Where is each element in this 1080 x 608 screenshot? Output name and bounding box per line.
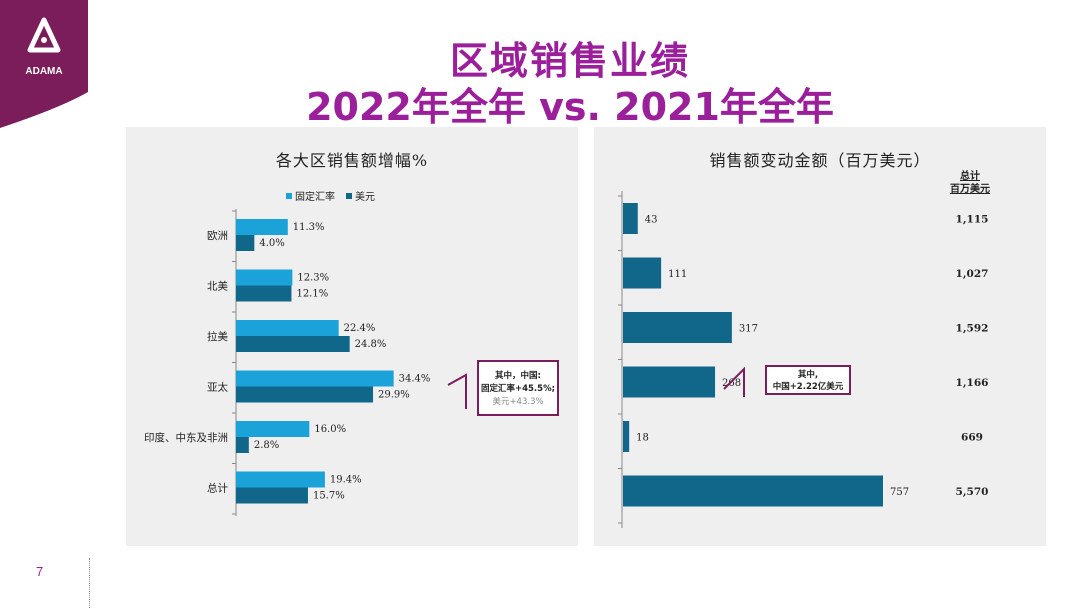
annotation-text: 其中，中国: xyxy=(495,370,541,381)
bar xyxy=(236,421,310,437)
change-chart-title: 销售额变动金额（百万美元） xyxy=(709,151,931,170)
growth-chart-panel: 各大区销售额增幅% 固定汇率 美元欧洲 11.3% 4.0% 北美 12.3% 12.1% 拉… xyxy=(126,127,578,546)
adama-triangle-icon xyxy=(27,17,61,53)
legend-swatch xyxy=(346,193,352,199)
legend-label: 美元 xyxy=(355,190,375,203)
data-label: 2.8% xyxy=(254,440,279,451)
total-value: 1,027 xyxy=(956,268,989,280)
bar xyxy=(623,475,883,507)
bar xyxy=(236,437,249,453)
logo-text: ADAMA xyxy=(25,66,62,77)
data-label: 24.8% xyxy=(355,339,387,350)
data-label: 12.3% xyxy=(297,273,329,284)
growth-chart-title: 各大区销售额增幅% xyxy=(275,151,429,170)
bar xyxy=(236,269,293,286)
category-label: 印度、中东及非洲 xyxy=(144,431,228,444)
bar xyxy=(236,471,325,488)
annotation-box xyxy=(477,360,559,416)
total-value: 1,592 xyxy=(956,323,989,335)
bar xyxy=(236,370,394,387)
annotation-text: 其中, xyxy=(798,369,818,380)
logo-dot xyxy=(41,37,47,43)
bar xyxy=(236,285,292,302)
data-label: 22.4% xyxy=(344,323,376,334)
annotation-box xyxy=(765,365,851,395)
category-label: 拉美 xyxy=(207,330,228,343)
data-label: 29.9% xyxy=(378,390,410,401)
bar xyxy=(236,487,308,504)
logo-banner xyxy=(0,0,88,128)
data-label: 43 xyxy=(645,215,658,226)
bar xyxy=(623,421,630,452)
category-label: 北美 xyxy=(207,280,228,293)
data-label: 111 xyxy=(668,269,687,280)
total-value: 1,115 xyxy=(956,214,989,226)
data-label: 16.0% xyxy=(314,424,346,435)
category-label: 总计 xyxy=(207,482,228,495)
data-label: 268 xyxy=(722,378,741,389)
data-label: 18 xyxy=(636,433,649,444)
adama-logo: ADAMA xyxy=(0,0,88,128)
bar xyxy=(236,235,255,251)
bar xyxy=(236,336,350,352)
data-label: 317 xyxy=(739,324,758,335)
totals-header: 百万美元 xyxy=(950,182,990,195)
change-chart-panel: 销售额变动金额（百万美元） 总计 百万美元 43 1,115 111 1,027 317 1,… xyxy=(594,127,1046,546)
page-number: 7 xyxy=(36,564,44,579)
category-label: 欧洲 xyxy=(207,230,228,242)
slide-subtitle: 2022年全年 vs. 2021年全年 xyxy=(306,85,834,129)
total-value: 669 xyxy=(961,432,983,444)
data-label: 34.4% xyxy=(399,374,431,385)
total-value: 1,166 xyxy=(956,377,989,389)
data-label: 4.0% xyxy=(259,238,284,249)
bar xyxy=(623,203,638,234)
bar xyxy=(623,257,662,289)
annotation-bracket xyxy=(447,373,467,409)
category-label: 亚太 xyxy=(207,381,228,394)
totals-header: 总计 xyxy=(960,169,980,182)
legend-label: 固定汇率 xyxy=(295,190,335,203)
legend-swatch xyxy=(286,193,292,199)
bar xyxy=(623,366,716,398)
total-value: 5,570 xyxy=(956,486,989,498)
footer-divider xyxy=(89,558,90,608)
bar xyxy=(236,386,374,403)
data-label: 12.1% xyxy=(296,289,328,300)
bar xyxy=(236,320,339,336)
annotation-text: 美元+43.3% xyxy=(492,396,543,407)
bar xyxy=(623,312,732,343)
bar xyxy=(236,219,288,235)
annotation-text: 中国+2.22亿美元 xyxy=(773,381,844,392)
data-label: 15.7% xyxy=(313,491,345,502)
annotation-text: 固定汇率+45.5%; xyxy=(481,383,555,394)
slide-title: 区域销售业绩 xyxy=(449,39,690,83)
annotation-bracket xyxy=(723,366,745,397)
data-label: 19.4% xyxy=(330,475,362,486)
data-label: 11.3% xyxy=(293,222,325,233)
data-label: 757 xyxy=(890,487,909,498)
